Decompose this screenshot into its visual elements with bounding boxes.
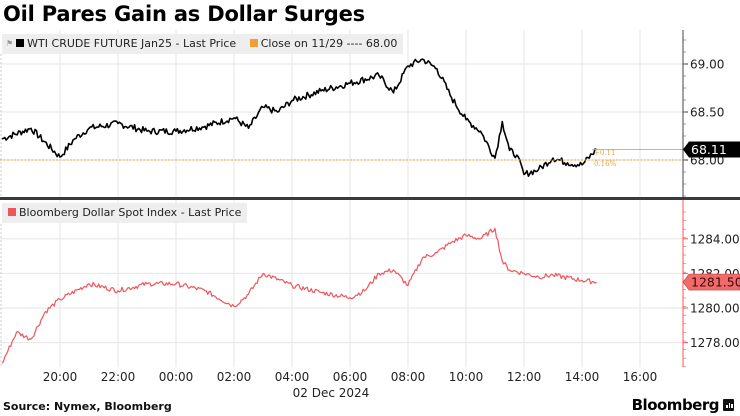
dollar-y-tick-label: 1280.00 bbox=[690, 302, 740, 316]
oil-price-line bbox=[1, 58, 597, 177]
brand-name: Bloomberg bbox=[631, 396, 720, 414]
close-legend-swatch bbox=[249, 39, 258, 47]
dollar-y-tick-label: 1284.00 bbox=[690, 232, 740, 246]
chart-title: Oil Pares Gain as Dollar Surges bbox=[3, 2, 365, 26]
dollar-last-value-tag bbox=[682, 273, 740, 291]
change-abs-annotation: +0.11 bbox=[594, 149, 615, 157]
x-tick-label: 20:00 bbox=[43, 370, 78, 384]
x-tick-label: 06:00 bbox=[333, 370, 368, 384]
bloomberg-chart-icon bbox=[723, 399, 734, 411]
x-tick-label: 04:00 bbox=[275, 370, 310, 384]
oil-last-value-tag bbox=[683, 141, 740, 158]
oil-legend-label: WTI CRUDE FUTURE Jan25 - Last Price bbox=[27, 37, 237, 50]
oil-legend: ⚑ WTI CRUDE FUTURE Jan25 - Last Price Clo… bbox=[2, 34, 404, 54]
x-tick-label: 14:00 bbox=[565, 370, 600, 384]
x-tick-label: 12:00 bbox=[507, 370, 542, 384]
x-tick-label: 22:00 bbox=[101, 370, 136, 384]
x-tick-label: 16:00 bbox=[623, 370, 658, 384]
dollar-index-line bbox=[1, 227, 597, 364]
oil-y-tick-label: 69.00 bbox=[690, 58, 724, 72]
source-note: Source: Nymex, Bloomberg bbox=[3, 400, 172, 413]
x-tick-label: 10:00 bbox=[449, 370, 484, 384]
x-tick-label: 00:00 bbox=[159, 370, 194, 384]
x-tick-label: 02:00 bbox=[217, 370, 252, 384]
close-legend-label: Close on 11/29 ---- 68.00 bbox=[260, 37, 398, 50]
x-tick-label: 08:00 bbox=[391, 370, 426, 384]
oil-y-tick-label: 68.50 bbox=[690, 106, 724, 120]
dollar-legend-swatch bbox=[8, 208, 16, 216]
change-pct-annotation: 0.16% bbox=[594, 160, 617, 168]
x-date-label: 02 Dec 2024 bbox=[293, 386, 370, 400]
dollar-y-tick-label: 1278.00 bbox=[690, 336, 740, 350]
oil-last-value: 68.11 bbox=[691, 142, 727, 157]
dollar-legend-label: Bloomberg Dollar Spot Index - Last Price bbox=[19, 206, 242, 219]
oil-legend-swatch bbox=[16, 39, 25, 47]
panel-divider bbox=[0, 197, 740, 200]
dollar-legend: Bloomberg Dollar Spot Index - Last Price bbox=[2, 203, 248, 223]
dollar-last-value: 1281.50 bbox=[691, 275, 740, 290]
bloomberg-logo: Bloomberg bbox=[632, 396, 734, 414]
pin-icon[interactable]: ⚑ bbox=[6, 39, 14, 48]
